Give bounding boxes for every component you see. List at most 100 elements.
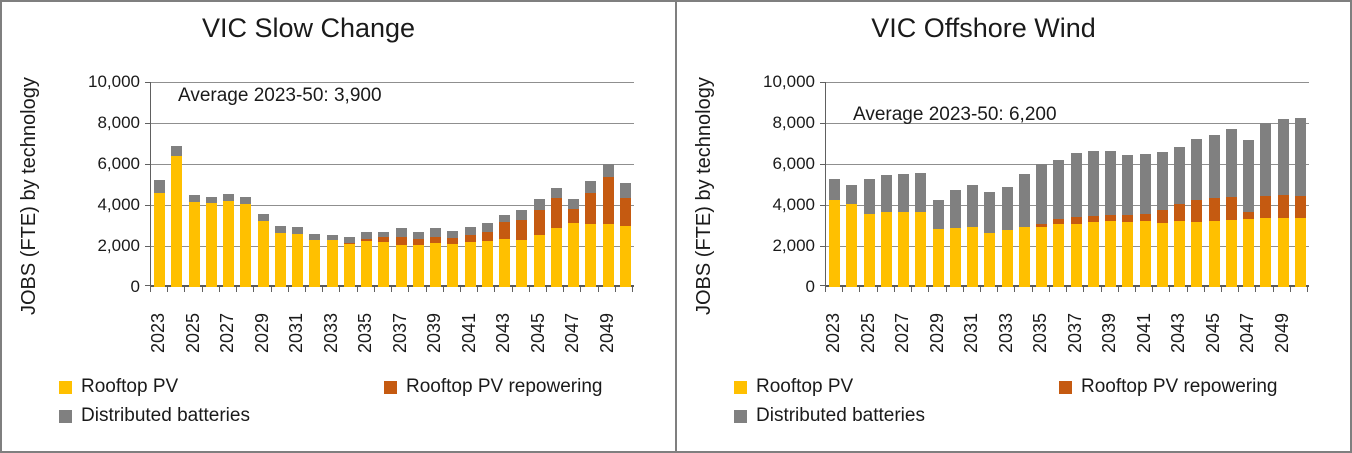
bars xyxy=(826,82,1309,287)
x-label-cell xyxy=(616,295,633,353)
bar-cell-2033 xyxy=(324,82,341,287)
bar-cell-2037 xyxy=(393,82,410,287)
bar-segment-distributed-batteries xyxy=(1122,154,1134,216)
x-tick-mark xyxy=(1015,287,1033,292)
y-tick-label: 10,000 xyxy=(763,72,815,91)
gridline xyxy=(820,164,1309,165)
bar-cell-2043 xyxy=(496,82,513,287)
bar-segment-rooftop-pv-repowering xyxy=(1139,214,1151,222)
bar-2029 xyxy=(932,199,944,287)
bar-2034 xyxy=(1018,174,1030,287)
bar-2046 xyxy=(1225,129,1237,287)
chart-panel-vic-offshore-wind: VIC Offshore Wind JOBS (FTE) by technolo… xyxy=(675,2,1350,451)
bar-2039 xyxy=(430,227,442,287)
x-label-cell: 2037 xyxy=(1065,295,1085,353)
x-tick-mark xyxy=(306,287,324,292)
x-tick-mark xyxy=(1291,287,1309,292)
x-label-cell: 2029 xyxy=(927,295,947,353)
x-label-cell xyxy=(167,295,184,353)
bar-2028 xyxy=(240,196,252,287)
bar-segment-distributed-batteries xyxy=(984,191,996,233)
x-label-cell xyxy=(581,295,598,353)
bar-2029 xyxy=(257,214,269,287)
bar-2024 xyxy=(846,184,858,287)
legend: Rooftop PV Rooftop PV repowering Distrib… xyxy=(734,376,1324,427)
x-tick-label: 2027 xyxy=(217,312,238,353)
bar-segment-distributed-batteries xyxy=(240,196,252,204)
x-label-cell: 2043 xyxy=(493,295,513,353)
legend-item-rooftop-pv: Rooftop PV xyxy=(734,376,1059,398)
bar-cell-2029 xyxy=(255,82,272,287)
gridline xyxy=(145,82,634,83)
bar-segment-rooftop-pv-repowering xyxy=(550,197,562,228)
bar-segment-rooftop-pv xyxy=(223,200,235,287)
x-tick-label: 2041 xyxy=(458,312,479,353)
x-axis-tick-marks xyxy=(825,287,1309,292)
bar-segment-rooftop-pv xyxy=(188,201,200,287)
bar-segment-distributed-batteries xyxy=(412,231,424,239)
bar-segment-distributed-batteries xyxy=(188,194,200,202)
x-tick-mark xyxy=(495,287,513,292)
bar-segment-distributed-batteries xyxy=(326,234,338,240)
bar-segment-rooftop-pv xyxy=(1053,224,1065,287)
bar-cell-2038 xyxy=(1085,82,1102,287)
bar-cell-2034 xyxy=(341,82,358,287)
bar-2036 xyxy=(1053,159,1065,287)
legend-item-distributed-batteries: Distributed batteries xyxy=(59,405,384,427)
bar-segment-rooftop-pv-repowering xyxy=(1260,195,1272,219)
x-label-cell: 2023 xyxy=(148,295,168,353)
bar-2030 xyxy=(949,189,961,287)
bar-segment-distributed-batteries xyxy=(464,226,476,235)
x-tick-mark xyxy=(1239,287,1257,292)
x-label-cell xyxy=(1291,295,1308,353)
bar-2041 xyxy=(1139,153,1151,287)
x-label-cell: 2031 xyxy=(286,295,306,353)
gridline xyxy=(820,205,1309,206)
bar-2035 xyxy=(1036,164,1048,287)
x-axis-line xyxy=(820,285,1309,287)
bar-2040 xyxy=(1122,154,1134,287)
bar-segment-distributed-batteries xyxy=(1105,150,1117,216)
bar-cell-2046 xyxy=(1223,82,1240,287)
x-tick-label: 2045 xyxy=(527,312,548,353)
gridline xyxy=(145,205,634,206)
bar-segment-rooftop-pv xyxy=(880,212,892,287)
bar-segment-rooftop-pv xyxy=(585,224,597,287)
bar-cell-2031 xyxy=(289,82,306,287)
bar-segment-rooftop-pv xyxy=(949,227,961,287)
x-tick-label: 2025 xyxy=(182,312,203,353)
bar-segment-rooftop-pv-repowering xyxy=(533,210,545,235)
bar-segment-distributed-batteries xyxy=(1294,117,1306,196)
y-tick-label: 0 xyxy=(130,277,140,296)
bar-segment-rooftop-pv-repowering xyxy=(1122,215,1134,223)
x-tick-label: 2037 xyxy=(389,312,410,353)
x-tick-mark xyxy=(843,287,861,292)
bar-2037 xyxy=(395,227,407,287)
bar-cell-2048 xyxy=(582,82,599,287)
bar-cell-2031 xyxy=(964,82,981,287)
bar-cell-2040 xyxy=(1119,82,1136,287)
bar-segment-distributed-batteries xyxy=(395,227,407,237)
bar-segment-distributed-batteries xyxy=(915,173,927,213)
bar-2023 xyxy=(829,179,841,287)
bar-segment-rooftop-pv xyxy=(481,240,493,287)
x-tick-mark xyxy=(1084,287,1102,292)
bar-segment-distributed-batteries xyxy=(292,226,304,234)
bar-2045 xyxy=(1208,135,1220,287)
legend-swatch-rooftop-pv-repowering xyxy=(1059,380,1072,394)
bar-cell-2029 xyxy=(930,82,947,287)
bar-segment-distributed-batteries xyxy=(619,183,631,198)
x-tick-mark xyxy=(375,287,393,292)
legend-item-distributed-batteries: Distributed batteries xyxy=(734,405,1059,427)
bar-2034 xyxy=(343,236,355,287)
bar-segment-distributed-batteries xyxy=(171,145,183,156)
bar-2038 xyxy=(412,231,424,287)
bar-segment-rooftop-pv-repowering xyxy=(343,242,355,244)
bar-2041 xyxy=(464,226,476,287)
x-tick-mark xyxy=(929,287,947,292)
bar-segment-rooftop-pv-repowering xyxy=(1156,210,1168,224)
bar-2048 xyxy=(585,181,597,287)
bar-segment-rooftop-pv-repowering xyxy=(361,238,373,241)
bar-segment-distributed-batteries xyxy=(550,187,562,198)
